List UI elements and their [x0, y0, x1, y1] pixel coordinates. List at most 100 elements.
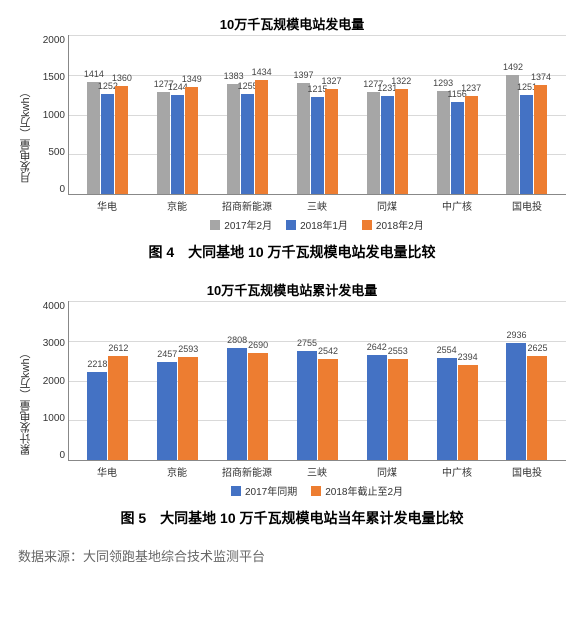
bar-group: 22182612	[87, 301, 128, 460]
legend-swatch	[311, 486, 321, 496]
legend-label: 2018年2月	[376, 217, 424, 232]
chart-2-area: 累计发电量（万kwh） 40003000200010000 2218261224…	[18, 301, 566, 481]
bar: 1374	[534, 85, 547, 194]
legend-item: 2018年2月	[362, 217, 424, 232]
legend-item: 2017年2月	[210, 217, 272, 232]
bar: 2218	[87, 372, 107, 460]
bar: 1293	[437, 91, 450, 194]
x-tick: 京能	[142, 464, 212, 481]
chart-2: 10万千瓦规模电站累计发电量 累计发电量（万kwh） 4000300020001…	[18, 280, 566, 498]
bar-value: 2936	[506, 330, 526, 340]
bar-group: 129311561237	[437, 35, 478, 194]
bar-value: 1374	[531, 72, 551, 82]
chart-2-ylabel: 累计发电量（万kwh）	[18, 301, 34, 481]
bar-group: 28082690	[227, 301, 268, 460]
bar-value: 2218	[87, 359, 107, 369]
bar: 2553	[388, 359, 408, 460]
bar-value: 2553	[388, 346, 408, 356]
bar: 2542	[318, 359, 338, 460]
y-tick: 4000	[34, 301, 65, 312]
legend-swatch	[362, 220, 372, 230]
x-tick: 招商新能源	[212, 464, 282, 481]
y-tick: 1000	[34, 413, 65, 424]
figure-4-caption: 图 4 大同基地 10 万千瓦规模电站发电量比较	[18, 242, 566, 262]
bar-group: 26422553	[367, 301, 408, 460]
x-tick: 华电	[72, 464, 142, 481]
legend-label: 2018年1月	[300, 217, 348, 232]
bar: 2936	[506, 343, 526, 460]
bar-group: 25542394	[437, 301, 478, 460]
bar: 1237	[465, 96, 478, 194]
bar-group: 127712311322	[367, 35, 408, 194]
bar: 1327	[325, 89, 338, 194]
legend-label: 2017年同期	[245, 483, 297, 498]
y-tick: 1500	[34, 72, 65, 83]
bar: 2808	[227, 348, 247, 460]
bar: 1322	[395, 89, 408, 194]
x-tick: 三峡	[282, 464, 352, 481]
bar: 2612	[108, 356, 128, 460]
chart-2-xticks: 华电京能招商新能源三峡同煤中广核国电投	[68, 461, 566, 481]
bar-value: 1237	[461, 83, 481, 93]
bar-value: 2642	[367, 342, 387, 352]
legend-item: 2018年1月	[286, 217, 348, 232]
chart-1-area: 月发电量（万kwh） 2000150010005000 141412521360…	[18, 35, 566, 215]
bar-value: 2625	[527, 343, 547, 353]
bar: 2593	[178, 357, 198, 460]
bar-group: 139712151327	[297, 35, 338, 194]
y-tick: 2000	[34, 35, 65, 46]
chart-1-title: 10万千瓦规模电站发电量	[18, 14, 566, 33]
bar: 1414	[87, 82, 100, 194]
bar-group: 24572593	[157, 301, 198, 460]
chart-2-title: 10万千瓦规模电站累计发电量	[18, 280, 566, 299]
x-tick: 华电	[72, 198, 142, 215]
x-tick: 国电投	[492, 464, 562, 481]
bar: 2690	[248, 353, 268, 460]
bar: 1231	[381, 96, 394, 194]
legend-item: 2018年截止至2月	[311, 483, 403, 498]
chart-1-xticks: 华电京能招商新能源三峡同煤中广核国电投	[68, 195, 566, 215]
y-tick: 500	[34, 147, 65, 158]
legend-label: 2017年2月	[224, 217, 272, 232]
bar-value: 1327	[321, 76, 341, 86]
bar: 1383	[227, 84, 240, 194]
bar: 1492	[506, 75, 519, 194]
chart-1-legend: 2017年2月 2018年1月 2018年2月	[68, 217, 566, 232]
bar-value: 1414	[84, 69, 104, 79]
x-tick: 中广核	[422, 198, 492, 215]
bar-value: 1397	[293, 70, 313, 80]
legend-label: 2018年截止至2月	[325, 483, 403, 498]
bar-value: 1349	[182, 74, 202, 84]
bar: 1349	[185, 87, 198, 194]
x-tick: 三峡	[282, 198, 352, 215]
bar-value: 2755	[297, 338, 317, 348]
x-tick: 京能	[142, 198, 212, 215]
bar-value: 1492	[503, 62, 523, 72]
bar-value: 2690	[248, 340, 268, 350]
y-tick: 2000	[34, 376, 65, 387]
chart-1-yticks: 2000150010005000	[34, 35, 68, 215]
bar-value: 1360	[112, 73, 132, 83]
bar: 2394	[458, 365, 478, 460]
chart-2-plot: 2218261224572593280826902755254226422553…	[68, 301, 566, 461]
x-tick: 同煤	[352, 464, 422, 481]
legend-swatch	[210, 220, 220, 230]
figure-5-caption: 图 5 大同基地 10 万千瓦规模电站当年累计发电量比较	[18, 508, 566, 528]
chart-1: 10万千瓦规模电站发电量 月发电量（万kwh） 2000150010005000…	[18, 14, 566, 232]
x-tick: 同煤	[352, 198, 422, 215]
bar-group: 2755 2542	[297, 301, 338, 460]
y-tick: 1000	[34, 110, 65, 121]
bar: 2457	[157, 362, 177, 460]
bar-value: 2808	[227, 335, 247, 345]
bar: 1252	[101, 94, 114, 194]
bar-group: 141412521360	[87, 35, 128, 194]
chart-1-ylabel: 月发电量（万kwh）	[18, 35, 34, 215]
bar-value: 2612	[108, 343, 128, 353]
bar: 1215	[311, 97, 324, 194]
bar: 2554	[437, 358, 457, 460]
bar-value: 1383	[224, 71, 244, 81]
bar: 2642	[367, 355, 387, 460]
x-tick: 国电投	[492, 198, 562, 215]
bar: 2625	[527, 356, 547, 460]
bar: 1277	[367, 92, 380, 194]
